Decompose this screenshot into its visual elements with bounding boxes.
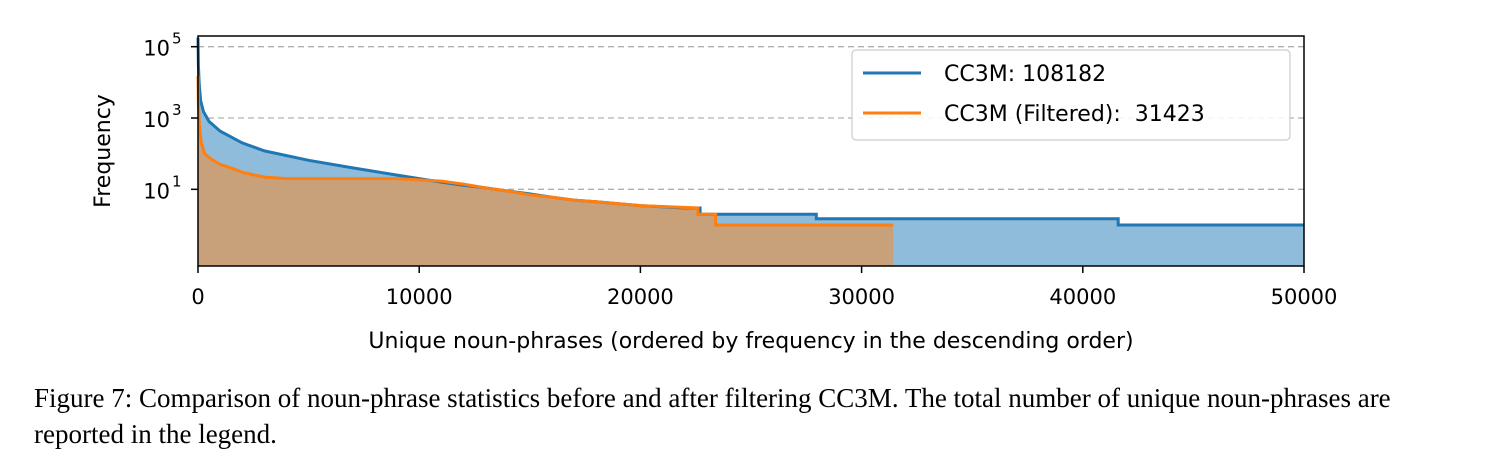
x-tick-label: 10000 — [386, 285, 453, 309]
x-tick-label: 30000 — [828, 285, 895, 309]
y-tick-exponent: 5 — [172, 30, 182, 48]
y-tick-label: 10 — [143, 179, 170, 203]
plot-frame — [197, 35, 1305, 267]
x-tick-label: 40000 — [1049, 285, 1116, 309]
y-tick-exponent: 3 — [172, 101, 182, 119]
x-tick-label: 0 — [191, 285, 204, 309]
figure-caption: Figure 7: Comparison of noun-phrase stat… — [34, 383, 1391, 449]
y-tick-label: 10 — [143, 37, 170, 61]
series-layer — [196, 37, 1304, 266]
x-tick-label: 20000 — [607, 285, 674, 309]
x-axis-ticks: 0 10000 20000 30000 40000 50000 — [191, 266, 1337, 309]
series-fill-1 — [198, 76, 894, 266]
y-tick-exponent: 1 — [172, 172, 182, 190]
legend-label-cc3m: CC3M: 108182 — [944, 62, 1106, 87]
y-tick-label: 10 — [143, 108, 170, 132]
legend: CC3M: 108182 CC3M (Filtered): 31423 — [851, 49, 1291, 141]
series-line-1 — [196, 76, 894, 227]
x-axis-label: Unique noun-phrases (ordered by frequenc… — [368, 329, 1133, 354]
y-axis-label: Frequency — [91, 94, 116, 208]
legend-label-cc3m-filtered: CC3M (Filtered): 31423 — [944, 102, 1205, 127]
legend-box — [851, 49, 1291, 141]
x-tick-label: 50000 — [1271, 285, 1338, 309]
